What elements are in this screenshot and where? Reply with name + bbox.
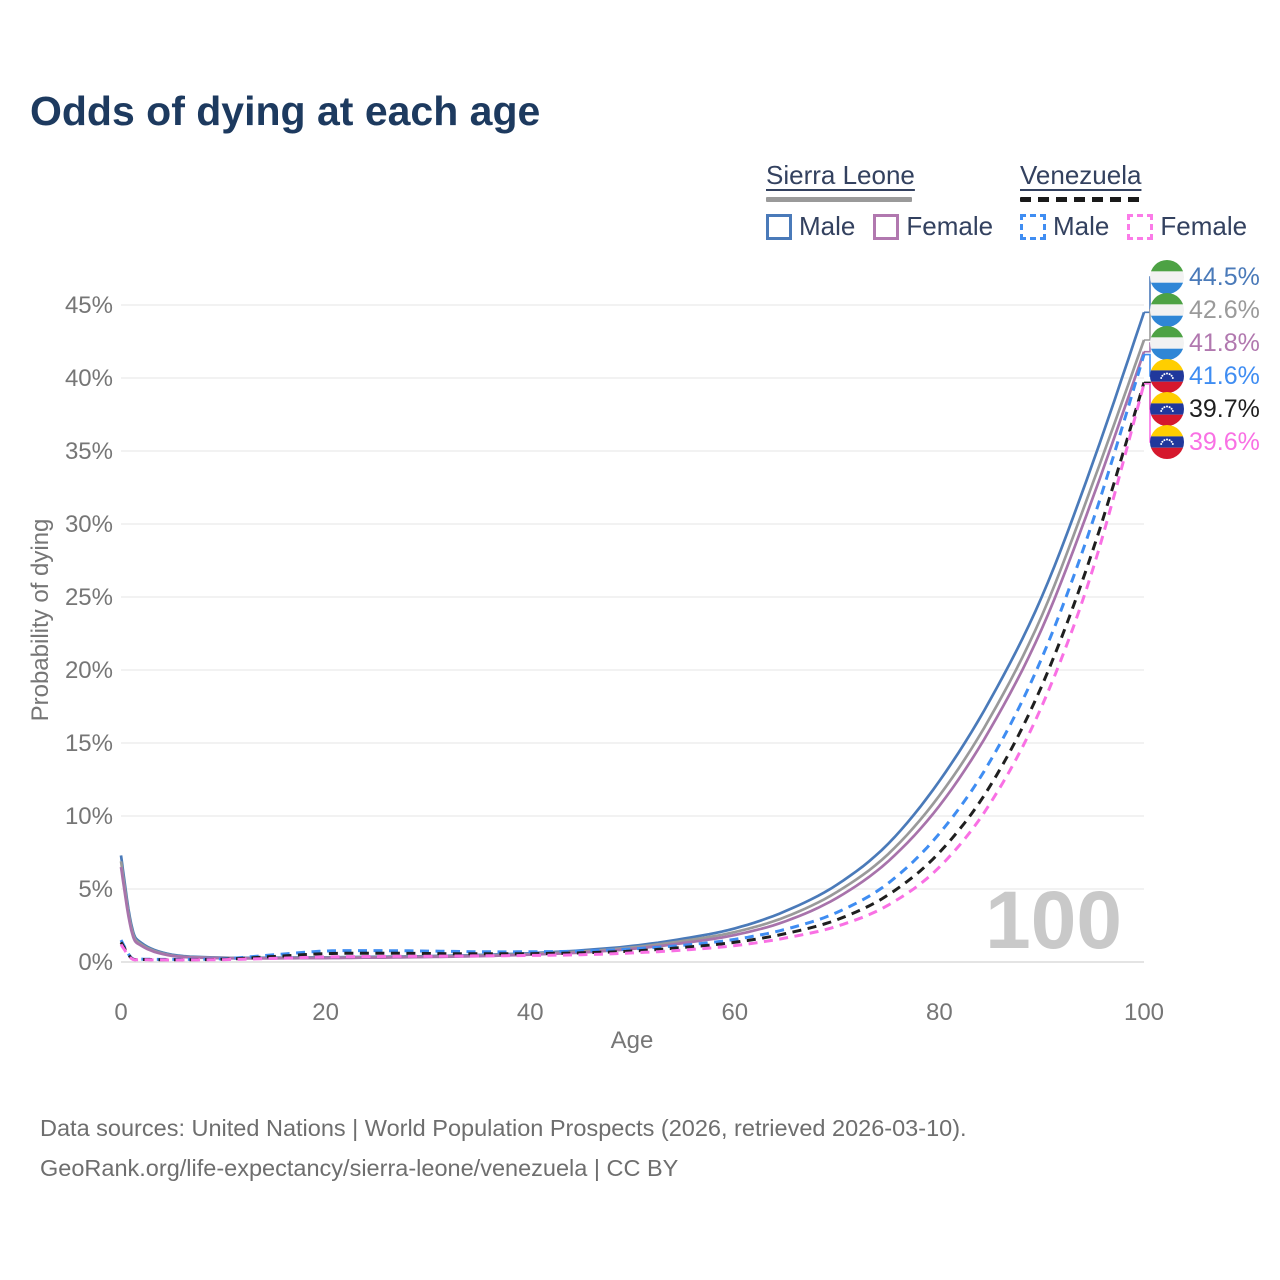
end-label-value: 39.6%	[1189, 427, 1260, 456]
footer-attribution: GeoRank.org/life-expectancy/sierra-leone…	[40, 1155, 679, 1181]
legend-item-label: Female	[1160, 211, 1248, 241]
end-label-value: 39.7%	[1189, 394, 1260, 423]
y-tick-label: 15%	[65, 730, 113, 757]
x-tick-label: 40	[517, 999, 544, 1026]
y-tick-label: 40%	[65, 365, 113, 392]
axis-ticks: 0% 5% 10% 15% 20% 25% 30% 35% 40% 45% 0 20 40 60 80 100	[65, 292, 1164, 1026]
y-axis-title: Probability of dying	[27, 519, 54, 722]
end-label-value: 41.8%	[1189, 328, 1260, 357]
sierra-leone-flag-icon	[1150, 326, 1184, 360]
end-label-value: 41.6%	[1189, 361, 1260, 390]
page-title: Odds of dying at each age	[30, 88, 541, 134]
checkbox-swatch-icon[interactable]	[873, 213, 900, 240]
sierra-leone-flag-icon	[1150, 260, 1184, 294]
y-tick-label: 25%	[65, 584, 113, 611]
y-tick-label: 5%	[78, 876, 113, 903]
x-tick-label: 100	[1124, 999, 1164, 1026]
y-tick-label: 30%	[65, 511, 113, 538]
checkbox-swatch-icon[interactable]	[1020, 213, 1046, 240]
x-tick-label: 20	[312, 999, 339, 1026]
y-tick-label: 10%	[65, 803, 113, 830]
legend-sample-line-venezuela	[1020, 197, 1140, 202]
x-axis-title: Age	[611, 1027, 654, 1054]
legend-country-venezuela[interactable]: Venezuela	[1020, 160, 1142, 190]
legend-item-label: Male	[799, 211, 856, 241]
series-lines	[119, 311, 1146, 962]
series-line-sierra-leone-both	[119, 339, 1146, 960]
series-line-venezuela-both	[119, 381, 1146, 962]
end-label-row: 44.5%	[1150, 260, 1260, 294]
legend-country-sierra-leone[interactable]: Sierra Leone	[766, 160, 915, 190]
venezuela-flag-icon	[1150, 359, 1184, 393]
end-label-row: 42.6%	[1150, 293, 1260, 327]
footer: Data sources: United Nations | World Pop…	[40, 1108, 967, 1188]
x-tick-label: 80	[926, 999, 953, 1026]
series-line-sierra-leone-male	[119, 311, 1146, 960]
legend-sample-line-sierra-leone	[766, 197, 912, 202]
legend-item-venezuela-female[interactable]: Female	[1127, 211, 1247, 242]
end-label-value: 44.5%	[1189, 262, 1260, 291]
series-line-venezuela-female	[119, 383, 1146, 962]
legend-item-label: Male	[1053, 211, 1110, 241]
end-label-row: 39.6%	[1150, 425, 1260, 459]
legend-item-sierra-leone-male[interactable]: Male	[766, 211, 855, 242]
y-tick-label: 20%	[65, 657, 113, 684]
series-line-sierra-leone-female	[119, 351, 1146, 960]
gridlines	[121, 304, 1144, 963]
legend-item-sierra-leone-female[interactable]: Female	[873, 211, 993, 242]
x-tick-label: 0	[114, 999, 127, 1026]
y-tick-label: 0%	[78, 949, 113, 976]
checkbox-swatch-icon[interactable]	[1127, 213, 1154, 240]
legend-item-label: Female	[906, 211, 994, 241]
end-label-row: 41.6%	[1150, 359, 1260, 393]
y-tick-label: 35%	[65, 438, 113, 465]
series-line-venezuela-male	[119, 354, 1146, 961]
legend-group-venezuela: Venezuela Male Female	[1020, 160, 1270, 242]
end-label-row: 41.8%	[1150, 326, 1260, 360]
sierra-leone-flag-icon	[1150, 293, 1184, 327]
end-label-value: 42.6%	[1189, 295, 1260, 324]
footer-data-sources: Data sources: United Nations | World Pop…	[40, 1115, 967, 1141]
end-label-row: 39.7%	[1150, 392, 1260, 426]
venezuela-flag-icon	[1150, 392, 1184, 426]
checkbox-swatch-icon[interactable]	[766, 213, 792, 240]
legend-group-sierra-leone: Sierra Leone Male Female	[766, 160, 1016, 242]
x-tick-label: 60	[721, 999, 748, 1026]
legend-item-venezuela-male[interactable]: Male	[1020, 211, 1109, 242]
y-tick-label: 45%	[65, 292, 113, 319]
venezuela-flag-icon	[1150, 425, 1184, 459]
watermark-age-100: 100	[985, 875, 1122, 966]
